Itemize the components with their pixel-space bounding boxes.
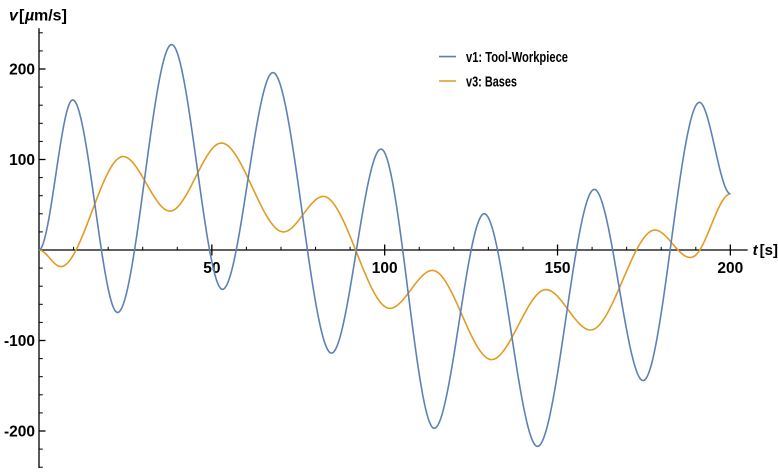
svg-text:-100: -100 — [4, 333, 35, 350]
svg-text:v: v — [9, 7, 19, 24]
svg-text:150: 150 — [545, 260, 571, 277]
svg-text:v1: Tool-Workpiece: v1: Tool-Workpiece — [466, 49, 568, 66]
svg-text:v3: Bases: v3: Bases — [466, 74, 517, 91]
svg-text:100: 100 — [372, 260, 398, 277]
svg-text:-200: -200 — [4, 424, 35, 441]
svg-text:200: 200 — [717, 260, 743, 277]
svg-text:200: 200 — [9, 62, 35, 79]
svg-text:µ: µ — [24, 7, 34, 24]
svg-text:[s]: [s] — [760, 242, 778, 259]
svg-text:100: 100 — [9, 152, 35, 169]
svg-text:m/s]: m/s] — [34, 7, 67, 24]
